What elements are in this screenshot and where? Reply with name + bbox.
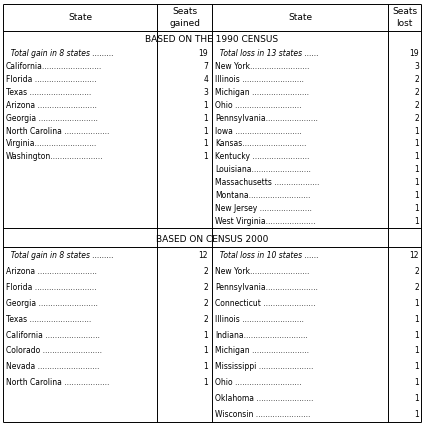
Text: BASED ON THE 1990 CENSUS: BASED ON THE 1990 CENSUS — [145, 35, 279, 44]
Text: Arizona .........................: Arizona ......................... — [6, 101, 97, 109]
Text: 1: 1 — [414, 299, 419, 308]
Text: Georgia .........................: Georgia ......................... — [6, 299, 98, 308]
Text: Indiana...........................: Indiana........................... — [215, 331, 308, 340]
Text: Texas ..........................: Texas .......................... — [6, 315, 91, 324]
Text: 1: 1 — [414, 217, 419, 226]
Text: Louisiana.........................: Louisiana......................... — [215, 165, 311, 174]
Text: 2: 2 — [414, 267, 419, 276]
Text: Montana..........................: Montana.......................... — [215, 191, 310, 200]
Text: 3: 3 — [414, 62, 419, 71]
Text: 2: 2 — [414, 114, 419, 123]
Text: Florida ..........................: Florida .......................... — [6, 75, 97, 84]
Text: 1: 1 — [414, 178, 419, 187]
Text: 3: 3 — [203, 88, 208, 97]
Text: Florida ..........................: Florida .......................... — [6, 283, 97, 292]
Text: 1: 1 — [414, 362, 419, 371]
Text: Kansas...........................: Kansas........................... — [215, 139, 307, 149]
Text: 1: 1 — [203, 101, 208, 109]
Text: 1: 1 — [203, 346, 208, 355]
Text: Wisconsin .......................: Wisconsin ....................... — [215, 409, 310, 419]
Text: 19: 19 — [198, 49, 208, 58]
Text: Michigan ........................: Michigan ........................ — [215, 346, 309, 355]
Text: Nevada ..........................: Nevada .......................... — [6, 362, 99, 371]
Text: Total loss in 13 states ......: Total loss in 13 states ...... — [215, 49, 319, 58]
Text: 2: 2 — [414, 88, 419, 97]
Text: Ohio ............................: Ohio ............................ — [215, 378, 301, 387]
Text: Georgia .........................: Georgia ......................... — [6, 114, 98, 123]
Text: 2: 2 — [203, 267, 208, 276]
Text: Washington......................: Washington...................... — [6, 153, 103, 161]
Text: 19: 19 — [410, 49, 419, 58]
Text: State: State — [68, 13, 92, 22]
Text: 1: 1 — [414, 139, 419, 149]
Text: New York.........................: New York......................... — [215, 267, 310, 276]
Text: 1: 1 — [414, 165, 419, 174]
Text: BASED ON CENSUS 2000: BASED ON CENSUS 2000 — [156, 235, 268, 244]
Text: Virginia..........................: Virginia.......................... — [6, 139, 97, 149]
Text: Pennsylvania......................: Pennsylvania...................... — [215, 283, 318, 292]
Text: 12: 12 — [410, 251, 419, 260]
Text: 1: 1 — [203, 331, 208, 340]
Text: 1: 1 — [414, 127, 419, 135]
Text: 1: 1 — [414, 394, 419, 403]
Text: 1: 1 — [414, 378, 419, 387]
Text: 2: 2 — [203, 315, 208, 324]
Text: 1: 1 — [414, 191, 419, 200]
Text: 1: 1 — [203, 362, 208, 371]
Text: California.........................: California......................... — [6, 62, 102, 71]
Text: Seats
gained: Seats gained — [169, 7, 200, 28]
Text: 1: 1 — [414, 346, 419, 355]
Text: Oklahoma ........................: Oklahoma ........................ — [215, 394, 313, 403]
Text: Connecticut ......................: Connecticut ...................... — [215, 299, 315, 308]
Text: 1: 1 — [414, 409, 419, 419]
Text: North Carolina ...................: North Carolina ................... — [6, 127, 109, 135]
Text: 2: 2 — [414, 283, 419, 292]
Text: 1: 1 — [203, 378, 208, 387]
Text: New Jersey ......................: New Jersey ...................... — [215, 204, 312, 213]
Text: 1: 1 — [414, 153, 419, 161]
Text: Arizona .........................: Arizona ......................... — [6, 267, 97, 276]
Text: Illinois ..........................: Illinois .......................... — [215, 315, 304, 324]
Text: California .......................: California ....................... — [6, 331, 100, 340]
Text: 1: 1 — [414, 315, 419, 324]
Text: Texas ..........................: Texas .......................... — [6, 88, 91, 97]
Text: Massachusetts ...................: Massachusetts ................... — [215, 178, 319, 187]
Text: Total loss in 10 states ......: Total loss in 10 states ...... — [215, 251, 319, 260]
Text: 1: 1 — [203, 139, 208, 149]
Text: Colorado .........................: Colorado ......................... — [6, 346, 102, 355]
Text: Iowa ............................: Iowa ............................ — [215, 127, 302, 135]
Text: 1: 1 — [203, 114, 208, 123]
Text: Illinois ..........................: Illinois .......................... — [215, 75, 304, 84]
Text: Michigan ........................: Michigan ........................ — [215, 88, 309, 97]
Text: Ohio ............................: Ohio ............................ — [215, 101, 301, 109]
Text: West Virginia.....................: West Virginia..................... — [215, 217, 315, 226]
Text: Pennsylvania......................: Pennsylvania...................... — [215, 114, 318, 123]
Text: 2: 2 — [414, 101, 419, 109]
Text: Kentucky ........................: Kentucky ........................ — [215, 153, 310, 161]
Text: 1: 1 — [203, 127, 208, 135]
Text: Total gain in 8 states .........: Total gain in 8 states ......... — [6, 49, 114, 58]
Text: 1: 1 — [203, 153, 208, 161]
Text: 2: 2 — [414, 75, 419, 84]
Text: 1: 1 — [414, 204, 419, 213]
Text: Total gain in 8 states .........: Total gain in 8 states ......... — [6, 251, 114, 260]
Text: 4: 4 — [203, 75, 208, 84]
Text: 1: 1 — [414, 331, 419, 340]
Text: State: State — [288, 13, 312, 22]
Text: Seats
lost: Seats lost — [392, 7, 417, 28]
Text: North Carolina ...................: North Carolina ................... — [6, 378, 109, 387]
Text: New York.........................: New York......................... — [215, 62, 310, 71]
Text: 2: 2 — [203, 299, 208, 308]
Text: 12: 12 — [198, 251, 208, 260]
Text: 7: 7 — [203, 62, 208, 71]
Text: Mississippi .......................: Mississippi ....................... — [215, 362, 313, 371]
Text: 2: 2 — [203, 283, 208, 292]
